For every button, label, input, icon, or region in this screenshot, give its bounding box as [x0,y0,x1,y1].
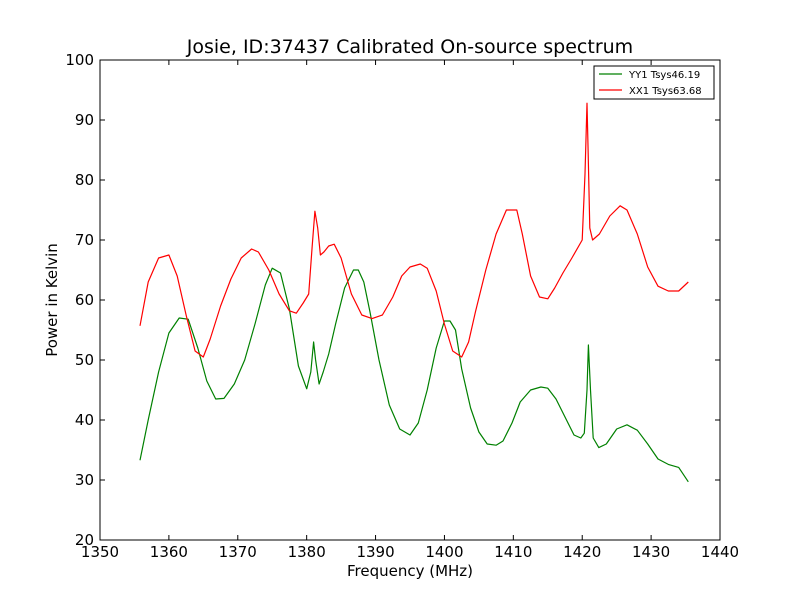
y-tick-label: 80 [75,171,94,189]
legend-box [593,65,715,100]
y-tick-label: 90 [75,111,94,129]
y-tick-label: 70 [75,231,94,249]
x-tick-label: 1370 [219,543,257,561]
chart-title: Josie, ID:37437 Calibrated On-source spe… [186,36,633,58]
x-tick-label: 1350 [81,543,119,561]
y-tick-label: 50 [75,351,94,369]
x-tick-label: 1390 [356,543,394,561]
y-tick-label: 30 [75,471,94,489]
series-layer [139,102,689,483]
y-tick-label: 40 [75,411,94,429]
x-tick-label: 1420 [563,543,601,561]
y-tick-label: 20 [75,531,94,549]
legend-label: YY1 Tsys46.19 [628,70,700,81]
x-tick-label: 1440 [701,543,739,561]
x-axis-label: Frequency (MHz) [347,562,473,580]
y-axis-label: Power in Kelvin [43,243,61,357]
plot-frame [99,59,721,541]
y-tick-label: 60 [75,291,94,309]
legend: YY1 Tsys46.19 XX1 Tsys63.68 [593,65,715,100]
y-tick-label: 100 [65,51,94,69]
x-tick-label: 1380 [288,543,326,561]
x-tick-label: 1360 [150,543,188,561]
legend-label: XX1 Tsys63.68 [629,86,702,97]
series-line-xx1 [139,102,689,358]
x-tick-label: 1430 [632,543,670,561]
axis-ticks: 1350 1360 1370 1380 1390 1400 1410 1420 1430 1440… [65,51,739,561]
x-tick-label: 1410 [494,543,532,561]
series-line-yy1 [139,267,689,483]
x-tick-label: 1400 [425,543,463,561]
